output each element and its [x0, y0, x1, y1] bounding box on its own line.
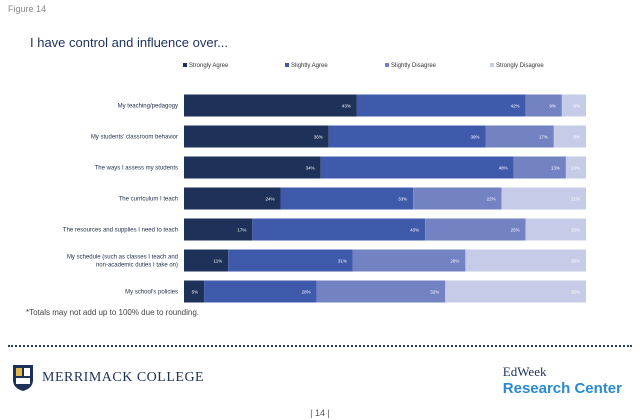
data-label-slightly-disagree-my-students-classroom-behavior: 17% — [539, 135, 548, 140]
legend-label: Slightly Disagree — [391, 63, 437, 69]
bar-strongly-disagree-the-curriculum-i-teach — [501, 187, 586, 210]
data-label-slightly-disagree-the-ways-i-assess-my-students: 13% — [551, 166, 560, 171]
legend-swatch — [183, 63, 187, 68]
shield-icon — [13, 365, 33, 391]
bar-slightly-agree-the-curriculum-i-teach — [280, 187, 414, 210]
bar-slightly-agree-the-resources-and-supplies-i-need-to-teach — [252, 218, 426, 241]
figure-label: Figure 14 — [8, 4, 47, 14]
data-label-strongly-disagree-my-schedule-such-as-classes-i-teach-and-non-academic-duties-i-take-on: 30% — [571, 259, 580, 264]
bar-strongly-disagree-the-ways-i-assess-my-students — [565, 156, 586, 179]
bar-strongly-disagree-my-schedule-such-as-classes-i-teach-and-non-academic-duties-i-take-on — [465, 249, 586, 272]
data-label-strongly-agree-the-curriculum-i-teach: 24% — [265, 197, 274, 202]
bar-strongly-disagree-the-resources-and-supplies-i-need-to-teach — [525, 218, 586, 241]
category-label-the-curriculum-i-teach: The curriculum I teach — [119, 197, 178, 203]
legend-item-slightly-agree: Slightly Agree — [285, 63, 328, 69]
legend-label: Strongly Agree — [189, 63, 229, 69]
data-label-strongly-agree-my-students-classroom-behavior: 36% — [314, 135, 323, 140]
chart-title: I have control and influence over... — [30, 35, 229, 50]
data-label-strongly-disagree-the-curriculum-i-teach: 21% — [571, 197, 580, 202]
edweek-research-center-logo: EdWeek Research Center — [503, 364, 622, 397]
bar-strongly-disagree-my-students-classroom-behavior — [553, 125, 586, 148]
page-number: | 14 | — [310, 408, 330, 418]
data-label-slightly-agree-the-resources-and-supplies-i-need-to-teach: 43% — [410, 228, 419, 233]
chart-legend: Strongly Agree Slightly Agree Slightly D… — [0, 63, 640, 77]
category-label-my-school-s-policies: My school's policies — [125, 290, 178, 296]
data-label-strongly-disagree-the-resources-and-supplies-i-need-to-teach: 15% — [571, 228, 580, 233]
data-label-strongly-disagree-my-students-classroom-behavior: 8% — [573, 135, 580, 140]
bar-slightly-agree-the-ways-i-assess-my-students — [320, 156, 514, 179]
data-label-slightly-disagree-my-schedule-such-as-classes-i-teach-and-non-academic-duties-i-take-on: 28% — [450, 259, 459, 264]
bar-slightly-disagree-my-school-s-policies — [316, 280, 446, 303]
bar-slightly-disagree-my-students-classroom-behavior — [485, 125, 554, 148]
dotted-divider — [8, 345, 632, 347]
data-label-strongly-agree-the-ways-i-assess-my-students: 34% — [306, 166, 315, 171]
bar-slightly-agree-my-schedule-such-as-classes-i-teach-and-non-academic-duties-i-take-on — [228, 249, 353, 272]
bar-strongly-agree-my-schedule-such-as-classes-i-teach-and-non-academic-duties-i-take-on — [184, 249, 229, 272]
legend-item-strongly-agree: Strongly Agree — [183, 63, 228, 69]
data-label-strongly-agree-my-schedule-such-as-classes-i-teach-and-non-academic-duties-i-take-on: 11% — [214, 259, 223, 264]
bar-strongly-agree-my-school-s-policies — [184, 280, 205, 303]
data-label-strongly-disagree-the-ways-i-assess-my-students: 10% — [571, 166, 580, 171]
bar-slightly-disagree-my-schedule-such-as-classes-i-teach-and-non-academic-duties-i-take-on — [352, 249, 466, 272]
legend-label: Strongly Disagree — [496, 63, 544, 69]
footnote: *Totals may not add up to 100% due to ro… — [26, 308, 200, 317]
legend-label: Slightly Agree — [291, 63, 328, 69]
data-label-strongly-agree-my-teaching-pedagogy: 43% — [342, 104, 351, 109]
bar-strongly-agree-the-ways-i-assess-my-students — [184, 156, 321, 179]
data-label-slightly-disagree-my-teaching-pedagogy: 9% — [549, 104, 556, 109]
bar-slightly-agree-my-teaching-pedagogy — [356, 94, 526, 117]
bar-slightly-disagree-my-teaching-pedagogy — [525, 94, 562, 117]
edweek-text: EdWeek — [502, 364, 547, 379]
category-label-my-schedule-such-as-classes-i-teach-and-non-academic-duties-i-take-on: My schedule (such as classes I teach and… — [67, 255, 178, 269]
bar-slightly-disagree-the-resources-and-supplies-i-need-to-teach — [425, 218, 526, 241]
data-label-strongly-agree-the-resources-and-supplies-i-need-to-teach: 17% — [237, 228, 246, 233]
bar-strongly-agree-the-curriculum-i-teach — [184, 187, 281, 210]
category-label-my-teaching-pedagogy: My teaching/pedagogy — [118, 104, 178, 110]
bar-slightly-agree-my-students-classroom-behavior — [328, 125, 486, 148]
bar-strongly-agree-the-resources-and-supplies-i-need-to-teach — [184, 218, 253, 241]
bar-strongly-disagree-my-teaching-pedagogy — [561, 94, 586, 117]
data-label-strongly-disagree-my-teaching-pedagogy: 6% — [573, 104, 580, 109]
data-label-slightly-disagree-the-curriculum-i-teach: 22% — [487, 197, 496, 202]
category-label-my-students-classroom-behavior: My students' classroom behavior — [91, 135, 178, 141]
legend-swatch — [490, 63, 494, 68]
legend-swatch — [285, 63, 289, 68]
bar-slightly-disagree-the-ways-i-assess-my-students — [513, 156, 566, 179]
research-center-text: Research Center — [502, 380, 622, 397]
data-label-slightly-agree-the-ways-i-assess-my-students: 48% — [499, 166, 508, 171]
legend-item-strongly-disagree: Strongly Disagree — [490, 63, 544, 69]
bar-strongly-disagree-my-school-s-policies — [445, 280, 586, 303]
category-label-the-ways-i-assess-my-students: The ways I assess my students — [95, 166, 178, 172]
data-label-slightly-agree-the-curriculum-i-teach: 33% — [398, 197, 407, 202]
data-label-slightly-agree-my-school-s-policies: 28% — [302, 290, 311, 295]
legend-swatch — [385, 63, 389, 68]
bar-strongly-agree-my-students-classroom-behavior — [184, 125, 329, 148]
data-label-slightly-disagree-my-school-s-policies: 32% — [430, 290, 439, 295]
bar-slightly-agree-my-school-s-policies — [204, 280, 317, 303]
data-label-strongly-agree-my-school-s-policies: 5% — [192, 290, 199, 295]
data-label-slightly-agree-my-schedule-such-as-classes-i-teach-and-non-academic-duties-i-take-on: 31% — [338, 259, 347, 264]
category-label-the-resources-and-supplies-i-need-to-teach: The resources and supplies I need to tea… — [63, 228, 178, 234]
merrimack-college-logo: MERRIMACK COLLEGE — [12, 364, 204, 392]
data-label-slightly-agree-my-students-classroom-behavior: 39% — [470, 135, 479, 140]
merrimack-college-text: MERRIMACK COLLEGE — [42, 370, 205, 385]
data-label-slightly-disagree-the-resources-and-supplies-i-need-to-teach: 25% — [511, 228, 520, 233]
data-label-strongly-disagree-my-school-s-policies: 35% — [571, 290, 580, 295]
bar-slightly-disagree-the-curriculum-i-teach — [413, 187, 502, 210]
bar-strongly-agree-my-teaching-pedagogy — [184, 94, 357, 117]
legend-item-slightly-disagree: Slightly Disagree — [385, 63, 436, 69]
data-label-slightly-agree-my-teaching-pedagogy: 42% — [511, 104, 520, 109]
